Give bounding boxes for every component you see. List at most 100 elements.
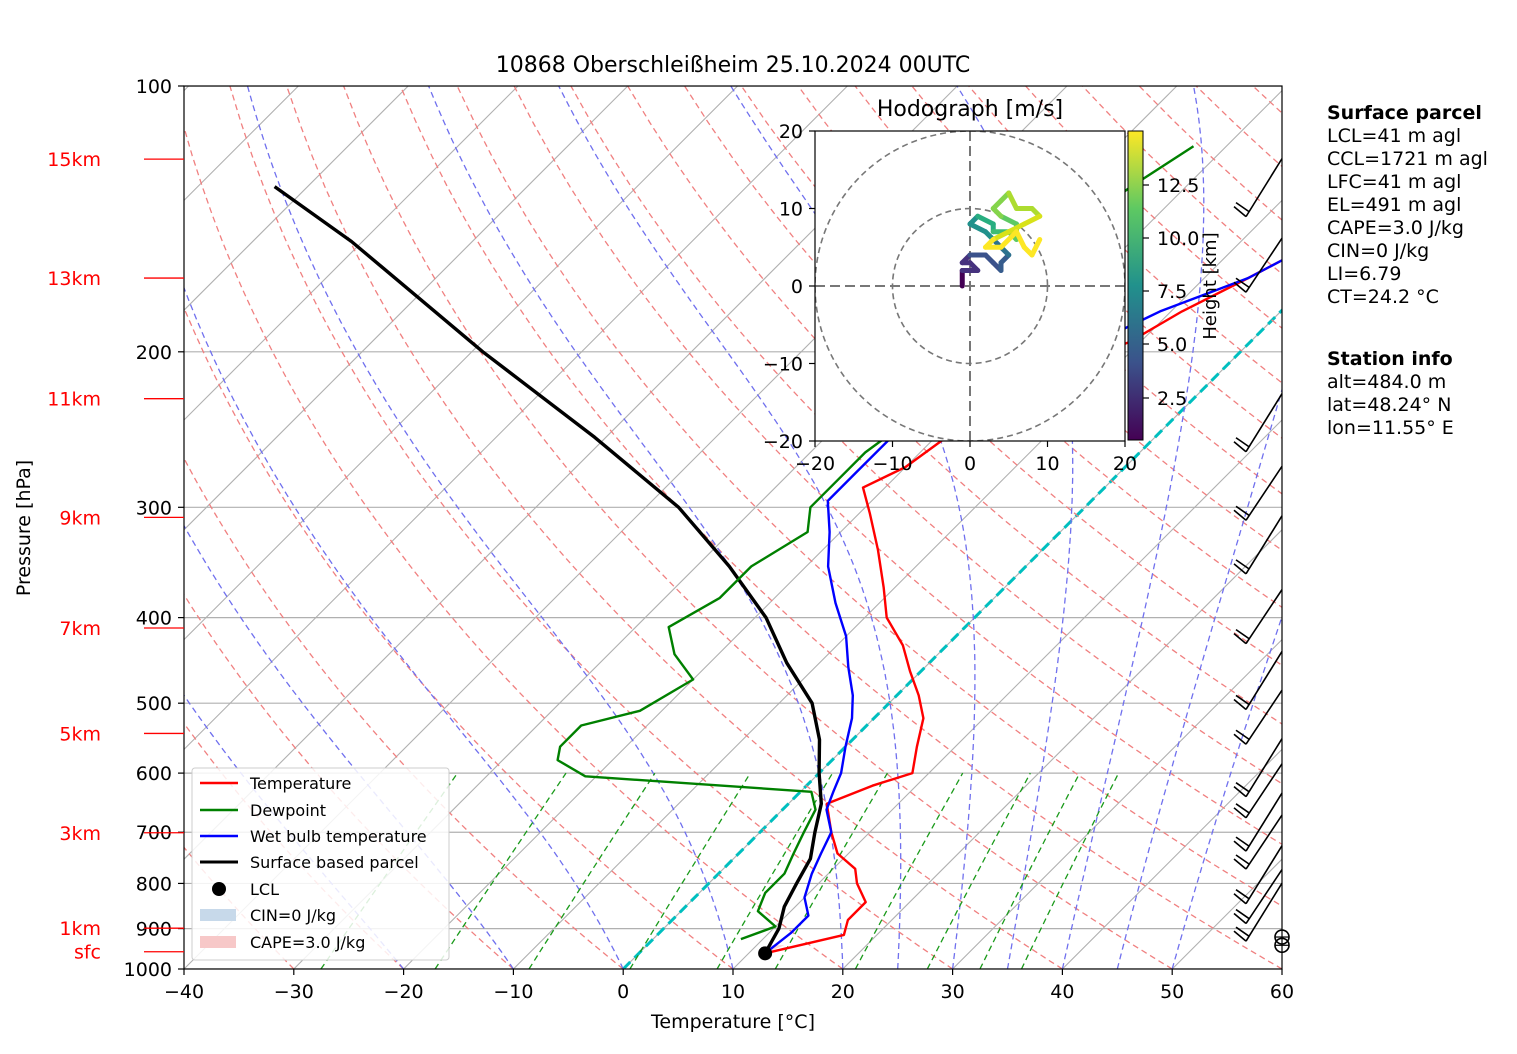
dry-adiabat (456, 86, 1282, 907)
isotherm (184, 86, 519, 421)
height-label: 5km (59, 723, 101, 745)
moist-adiabat (1116, 387, 1282, 969)
x-tick-label: 30 (941, 981, 965, 1003)
station-info-header: Station info (1327, 348, 1453, 370)
dry-adiabat (184, 306, 734, 969)
legend-cin-swatch (200, 909, 236, 921)
series-wet-bulb-temperature (764, 258, 1282, 955)
legend: Temperature Dewpoint Wet bulb temperatur… (191, 767, 450, 961)
x-tick-label: 50 (1160, 981, 1184, 1003)
station-lon: lon=11.55° E (1327, 417, 1454, 439)
legend-cape-swatch (200, 936, 236, 948)
wind-barb-flag (1233, 281, 1247, 293)
isotherm (184, 86, 738, 641)
dry-adiabat (342, 86, 1173, 969)
hodograph-trace-segment (975, 213, 996, 227)
hodograph-trace-segment (1006, 190, 1019, 211)
hodograph-y-tick-label: 10 (779, 199, 803, 221)
dry-adiabat (184, 456, 624, 969)
isotherm (952, 638, 1282, 969)
isotherm (842, 529, 1282, 969)
x-tick-label: −20 (384, 981, 424, 1003)
y-tick-label: 500 (136, 693, 172, 715)
wind-barb-flag (1233, 205, 1247, 218)
axes: −40 −30 −20 −10 0 10 20 30 40 50 60100200300400500… (124, 76, 1294, 1003)
moist-adiabat (428, 86, 844, 969)
dry-adiabat (513, 86, 1282, 846)
wind-barb-flag (1235, 908, 1250, 920)
wind-barb-flag (1235, 926, 1250, 937)
hodograph-y-tick-label: −10 (763, 354, 803, 376)
colorbar-tick-label: 5.0 (1157, 334, 1187, 356)
wind-barb-flag (1233, 698, 1247, 711)
isotherm (513, 199, 1282, 969)
parcel-li: LI=6.79 (1327, 263, 1402, 285)
wind-barb-flag (1233, 509, 1247, 521)
wind-barb-staff (1245, 158, 1283, 218)
freezing-isotherm (622, 308, 1282, 969)
lcl-marker (758, 946, 773, 961)
wind-barb-flag (1233, 912, 1247, 925)
wind-barb-flag (1235, 559, 1250, 570)
legend-box (191, 767, 450, 961)
parcel-el: EL=491 m agl (1327, 194, 1462, 216)
wind-barb-flag (1235, 628, 1250, 640)
mixing-ratio-line (926, 772, 1031, 969)
y-tick-label: 200 (136, 342, 172, 364)
mixing-ratio-line (528, 772, 656, 969)
wind-barb-staff (1245, 882, 1283, 942)
y-tick-label: 1000 (124, 959, 172, 981)
hodograph-x-tick-label: −20 (795, 453, 835, 475)
wind-barb-staff (1245, 589, 1283, 645)
x-tick-label: −10 (493, 981, 533, 1003)
wind-barb-flag (1233, 858, 1247, 870)
height-label: 11km (47, 389, 101, 411)
y-tick-label: 600 (136, 763, 172, 785)
parcel-cin: CIN=0 J/kg (1327, 240, 1430, 262)
height-label: 7km (59, 618, 101, 640)
wind-barb-staff (1245, 738, 1283, 798)
wind-barb-flag (1235, 437, 1250, 448)
dry-adiabat (229, 86, 953, 969)
wind-barb-staff (1245, 792, 1283, 852)
moist-adiabat (246, 86, 734, 969)
wind-barb-flag (1235, 277, 1250, 288)
height-label: 15km (47, 149, 101, 171)
hodograph-inset: Hodograph [m/s] −20 −10 0 10 20 20 10 0 −10 −20 1… (763, 97, 1221, 475)
x-tick-label: 20 (831, 981, 855, 1003)
mixing-ratio-line (854, 772, 964, 969)
hodograph-x-tick-label: 0 (964, 453, 976, 475)
hodograph-y-tick-label: 0 (791, 276, 803, 298)
wind-barb-staff (1245, 869, 1283, 924)
moist-adiabat (184, 524, 514, 969)
isotherm (184, 86, 629, 531)
moist-adiabat (1061, 86, 1205, 969)
legend-lcl-marker (212, 882, 226, 896)
wind-barb-staff (1245, 814, 1283, 870)
wind-barb-staff (1245, 845, 1283, 905)
y-tick-label: 900 (136, 919, 172, 941)
surface-parcel-header: Surface parcel (1327, 102, 1482, 124)
parcel-lfc: LFC=41 m agl (1327, 171, 1462, 193)
mixing-ratio-line (629, 772, 751, 969)
legend-lcl: LCL (250, 880, 279, 899)
wind-barb-flag (1233, 840, 1247, 852)
wind-barb-flag (1233, 563, 1247, 575)
wind-barb-staff (1245, 651, 1283, 710)
hodograph-y-tick-label: −20 (763, 431, 803, 453)
wind-barb-flag (1235, 889, 1250, 900)
legend-temperature: Temperature (249, 774, 351, 793)
moist-adiabat (1171, 614, 1282, 969)
hodograph-trace-segment (990, 229, 1012, 242)
wind-barb-staff (1245, 515, 1283, 575)
hodograph-x-tick-label: 10 (1035, 453, 1059, 475)
parcel-ct: CT=24.2 °C (1327, 286, 1439, 308)
hodograph-title: Hodograph [m/s] (877, 97, 1063, 122)
parcel-ccl: CCL=1721 m agl (1327, 148, 1488, 170)
dry-adiabat (286, 86, 1063, 969)
x-tick-label: −40 (164, 981, 204, 1003)
wind-barb-flag (1233, 633, 1247, 645)
legend-dewpoint: Dewpoint (250, 801, 326, 820)
hodograph-trace-segment (1014, 229, 1027, 250)
